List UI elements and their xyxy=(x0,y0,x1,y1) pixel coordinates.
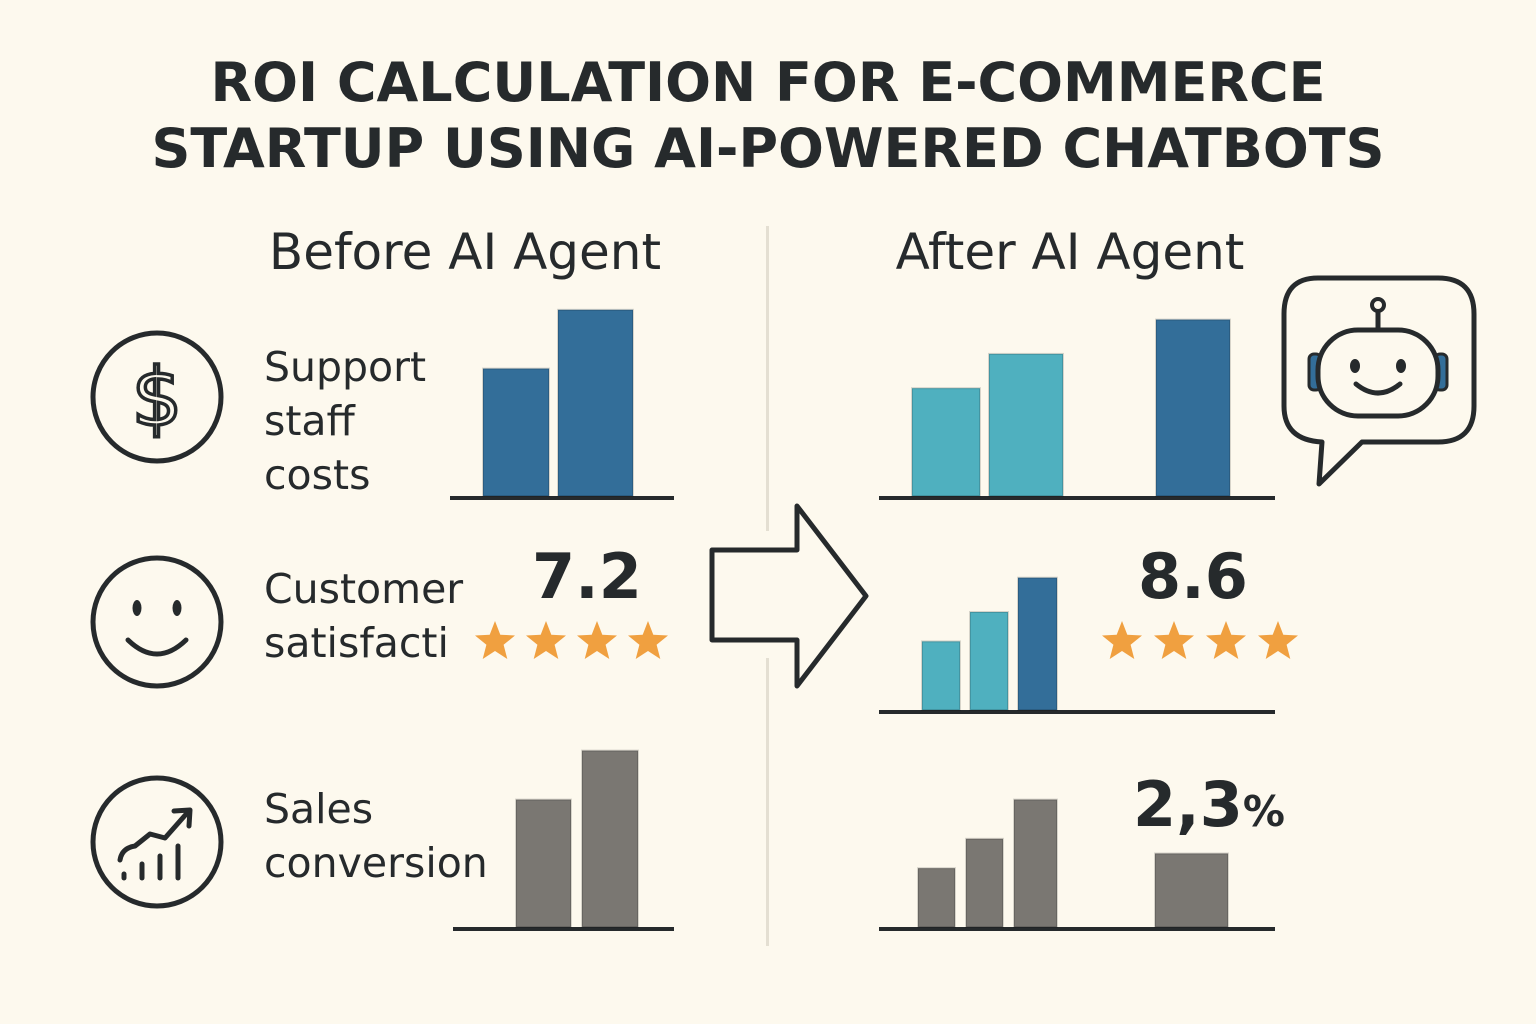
support-label-line-3: costs xyxy=(264,451,371,499)
support-before-bar-1 xyxy=(482,367,550,498)
title-line-1: ROI CALCULATION FOR E-COMMERCE xyxy=(210,51,1326,114)
title-line-2: STARTUP USING AI-POWERED CHATBOTS xyxy=(151,117,1385,180)
bar-layer xyxy=(482,308,1231,929)
support-label: Support staff costs xyxy=(264,340,426,502)
support-label-line-2: staff xyxy=(264,397,355,445)
satisfaction-after-star-1 xyxy=(1102,621,1142,659)
satisfaction-after-star-3 xyxy=(1206,621,1246,659)
satisfaction-before-value: 7.2 xyxy=(532,540,642,613)
sales-after-bar-2 xyxy=(965,837,1004,928)
satisfaction-label-line-2: satisfacti xyxy=(264,619,449,667)
support-after-bar-1 xyxy=(911,387,981,498)
satisfaction-label-line-1: Customer xyxy=(264,565,464,613)
sales-after-bar-1 xyxy=(917,867,956,929)
robot-chat-icon xyxy=(1281,275,1477,487)
sales-label-line-1: Sales xyxy=(264,785,374,833)
satisfaction-before-star-4 xyxy=(628,621,668,659)
satisfaction-label: Customer satisfacti xyxy=(264,562,463,670)
before-column-heading: Before AI Agent xyxy=(268,223,662,281)
support-before-bar-2 xyxy=(557,308,634,497)
satisfaction-after-star-2 xyxy=(1154,621,1194,659)
sales-after-bar-5 xyxy=(1154,852,1229,928)
satisfaction-before-star-3 xyxy=(577,621,617,659)
sales-after-value-number: 2,3 xyxy=(1133,768,1243,841)
satisfaction-after-value: 8.6 xyxy=(1138,540,1248,613)
satisfaction-after-bar-3 xyxy=(1017,576,1058,712)
support-after-bar-4 xyxy=(1155,318,1231,497)
star-layer xyxy=(475,621,1298,659)
sales-after-bar-3 xyxy=(1013,798,1058,928)
sales-label-line-2: conversion xyxy=(264,839,488,887)
satisfaction-after-bar-1 xyxy=(921,640,961,712)
satisfaction-after-star-4 xyxy=(1258,621,1298,659)
smiley-icon xyxy=(90,555,224,689)
support-after-bar-2 xyxy=(988,352,1064,497)
satisfaction-after-bar-2 xyxy=(969,611,1009,711)
sales-after-value-unit: % xyxy=(1242,787,1285,836)
sales-label: Sales conversion xyxy=(264,782,488,890)
sales-after-value: 2,3% xyxy=(1133,770,1285,847)
dollar-circle-icon: $ xyxy=(90,330,224,464)
growth-chart-icon xyxy=(90,775,224,909)
satisfaction-before-star-2 xyxy=(526,621,566,659)
center-divider-bottom xyxy=(766,658,769,946)
sales-before-bar-1 xyxy=(515,798,572,928)
satisfaction-before-star-1 xyxy=(475,621,515,659)
after-column-heading: After AI Agent xyxy=(895,223,1245,281)
center-divider-top xyxy=(766,226,769,531)
sales-before-bar-2 xyxy=(581,749,639,928)
svg-text:$: $ xyxy=(132,351,183,444)
support-label-line-1: Support xyxy=(264,343,427,391)
arrow-right-icon xyxy=(709,503,869,689)
